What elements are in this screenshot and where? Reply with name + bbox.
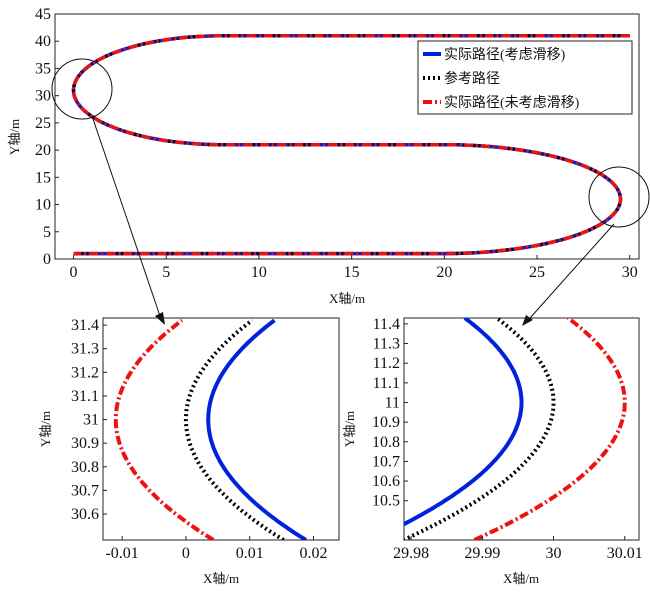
main-ytick-label: 5 xyxy=(43,224,51,241)
zoom-left-series-line-1 xyxy=(183,318,285,540)
zoom-left-ytick-label: 31.3 xyxy=(71,341,99,358)
zoom-left-y-axis-ticks: 30.6 30.7 30.8 30.9 31 31.1 31.2 31.3 31.4 xyxy=(71,317,107,523)
zoom-right-ytick-label: 10.9 xyxy=(372,414,400,431)
zoom-left-xtick-label: 0.02 xyxy=(299,545,327,562)
zoom-plot-right: 29.98 29.99 30 30.01 10.5 10.6 10.7 10.8 10.9 11… xyxy=(342,316,643,586)
zoom-arrow-right xyxy=(529,223,615,319)
main-ytick-label: 20 xyxy=(35,142,51,159)
zoom-left-series-line-0 xyxy=(206,318,307,540)
zoom-right-frame xyxy=(403,317,640,541)
main-xtick-label: 0 xyxy=(70,264,78,281)
zoom-left-x-axis-ticks: -0.01 0 0.01 0.02 xyxy=(105,536,327,562)
zoom-right-ytick-label: 10.7 xyxy=(372,453,400,470)
zoom-left-series-lines xyxy=(113,318,307,540)
main-plot-frame xyxy=(54,13,640,260)
zoom-circle-right xyxy=(588,166,650,228)
main-x-axis-ticks: 0 5 10 15 20 25 30 xyxy=(70,255,638,281)
zoom-right-ytick-label: 11 xyxy=(385,394,400,411)
main-xtick-label: 30 xyxy=(622,264,638,281)
zoom-right-series-line-0 xyxy=(404,318,524,527)
main-ytick-label: 35 xyxy=(35,60,51,77)
main-ytick-label: 25 xyxy=(35,115,51,132)
zoom-left-ytick-label: 31.1 xyxy=(71,388,99,405)
main-xtick-label: 10 xyxy=(251,264,267,281)
zoom-left-xtick-label: -0.01 xyxy=(105,545,138,562)
main-ytick-label: 15 xyxy=(35,169,51,186)
zoom-right-y-axis-ticks: 10.5 10.6 10.7 10.8 10.9 11 11.1 11.2 11.3 11.4 xyxy=(372,316,408,510)
zoom-right-xtick-label: 30.01 xyxy=(607,545,643,562)
zoom-plot-left: -0.01 0 0.01 0.02 30.6 30.7 30.8 30.9 31 31.1 31.… xyxy=(38,317,340,586)
zoom-right-series-lines xyxy=(404,318,627,540)
zoom-left-ytick-label: 30.9 xyxy=(71,435,99,452)
zoom-left-ytick-label: 31 xyxy=(83,412,99,429)
legend-box xyxy=(417,40,633,115)
zoom-left-series-line-2 xyxy=(113,318,215,540)
zoom-right-ytick-label: 11.1 xyxy=(373,375,400,392)
zoom-left-y-axis-label: Y轴/m xyxy=(38,411,53,447)
main-path-plot: 0 5 10 15 20 25 30 0 5 10 15 20 25 30 35 40 45 X轴/m Y轴/… xyxy=(7,6,650,306)
zoom-right-ytick-label: 11.4 xyxy=(373,316,400,333)
legend-label-0: 实际路径(考虑滑移) xyxy=(444,46,566,63)
zoom-right-ytick-label: 10.8 xyxy=(372,434,400,451)
zoom-right-ytick-label: 11.2 xyxy=(373,355,400,372)
zoom-left-ytick-label: 30.6 xyxy=(71,506,99,523)
zoom-left-ytick-label: 31.4 xyxy=(71,317,99,334)
main-ytick-label: 0 xyxy=(43,251,51,268)
zoom-left-frame xyxy=(102,317,340,541)
zoom-left-xtick-label: 0.01 xyxy=(236,545,264,562)
zoom-left-ytick-label: 30.8 xyxy=(71,459,99,476)
zoom-right-xtick-label: 29.99 xyxy=(464,545,500,562)
main-ytick-label: 30 xyxy=(35,88,51,105)
zoom-left-xtick-label: 0 xyxy=(182,545,190,562)
zoom-right-ytick-label: 10.5 xyxy=(372,493,400,510)
main-x-axis-label: X轴/m xyxy=(329,291,365,306)
zoom-arrow-right-head xyxy=(522,315,533,326)
zoom-circle-left xyxy=(51,58,113,120)
zoom-right-ytick-label: 10.6 xyxy=(372,473,400,490)
main-y-axis-ticks: 0 5 10 15 20 25 30 35 40 45 xyxy=(35,6,59,268)
zoom-right-series-line-1 xyxy=(404,318,556,540)
zoom-right-x-axis-ticks: 29.98 29.99 30 30.01 xyxy=(393,536,643,562)
main-xtick-label: 25 xyxy=(529,264,545,281)
main-xtick-label: 5 xyxy=(162,264,170,281)
zoom-left-x-axis-label: X轴/m xyxy=(203,571,239,586)
legend-label-1: 参考路径 xyxy=(444,70,500,87)
main-y-axis-label: Y轴/m xyxy=(7,119,22,155)
main-xtick-label: 15 xyxy=(344,264,360,281)
legend: 实际路径(考虑滑移) 参考路径 实际路径(未考虑滑移) xyxy=(417,40,633,115)
main-series-lines xyxy=(71,34,630,256)
main-xtick-label: 20 xyxy=(436,264,452,281)
main-ytick-label: 10 xyxy=(35,197,51,214)
zoom-left-ytick-label: 31.2 xyxy=(71,364,99,381)
zoom-right-y-axis-label: Y轴/m xyxy=(342,411,357,447)
zoom-right-ytick-label: 11.3 xyxy=(373,336,400,353)
main-ytick-label: 45 xyxy=(35,6,51,23)
legend-label-2: 实际路径(未考虑滑移) xyxy=(444,94,580,111)
zoom-left-ytick-label: 30.7 xyxy=(71,482,99,499)
zoom-right-xtick-label: 30 xyxy=(546,545,562,562)
zoom-right-x-axis-label: X轴/m xyxy=(503,571,539,586)
main-series-line-2 xyxy=(71,34,630,256)
zoom-arrow-left xyxy=(91,115,161,317)
zoom-right-xtick-label: 29.98 xyxy=(393,545,429,562)
main-ytick-label: 40 xyxy=(35,33,51,50)
